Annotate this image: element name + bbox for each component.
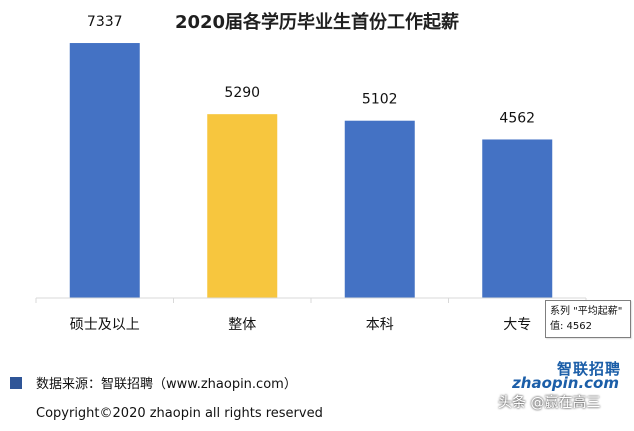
category-label-3: 大专 [503,317,531,333]
legend-source-text: 数据来源：智联招聘（www.zhaopin.com） [36,377,297,392]
category-label-0: 硕士及以上 [70,317,140,333]
bar-2 [344,120,415,299]
data-label-2: 5102 [362,92,398,108]
bar-3 [482,139,553,298]
bar-1 [207,114,278,298]
zhaopin-logo-top-text: 智联招聘 [556,360,621,378]
category-labels-layer: 硕士及以上 整体 本科 大专 [70,317,532,333]
category-label-1: 整体 [228,317,256,333]
category-label-2: 本科 [366,317,394,333]
data-label-0: 7337 [87,14,123,30]
chart-tooltip: 系列 "平均起薪" 值: 4562 [545,300,631,338]
value-labels-layer: 7337 5290 5102 4562 [87,14,535,126]
bar-0 [69,43,140,298]
chart-title: 2020届各学历毕业生首份工作起薪 [175,11,459,33]
bars-layer [69,43,553,299]
watermark-text: 头条 @赢在高三 [498,395,601,411]
zhaopin-logo-bottom-text: zhaopin.com [512,374,619,392]
copyright-text: Copyright©2020 zhaopin all rights reserv… [36,406,323,421]
tooltip-value-line: 值: 4562 [550,321,592,332]
legend-marker [10,377,22,389]
axis-layer [35,297,587,303]
data-label-3: 4562 [499,110,535,126]
tooltip-series-line: 系列 "平均起薪" [550,306,623,317]
data-label-1: 5290 [224,85,260,101]
zhaopin-logo: 智联招聘 zhaopin.com [512,358,627,396]
